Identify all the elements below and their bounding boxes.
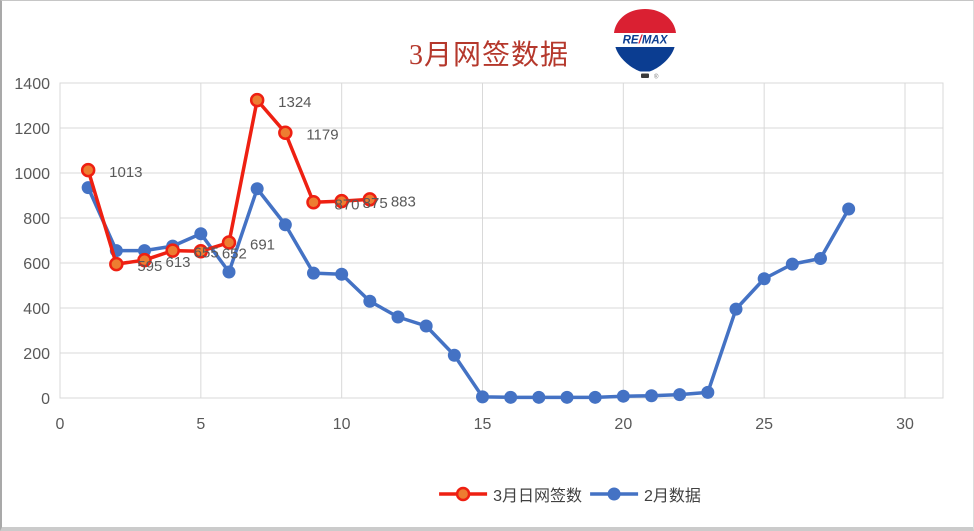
data-point[interactable]	[221, 235, 237, 250]
x-tick-label: 15	[474, 416, 492, 433]
legend-item-march[interactable]: 3月日网签数	[437, 482, 582, 506]
x-tick-label: 0	[56, 416, 65, 433]
y-tick-label: 600	[23, 256, 50, 273]
data-label: 875	[363, 195, 388, 212]
data-point[interactable]	[165, 243, 180, 258]
data-point[interactable]	[504, 390, 518, 404]
data-label: 1179	[306, 127, 338, 144]
x-tick-label: 10	[333, 416, 351, 433]
balloon-basket	[641, 73, 649, 78]
data-point[interactable]	[249, 92, 265, 108]
data-point[interactable]	[757, 272, 771, 286]
data-point[interactable]	[194, 227, 208, 241]
data-point[interactable]	[335, 267, 349, 281]
data-label: 652	[222, 245, 247, 262]
data-point[interactable]	[673, 388, 687, 402]
data-point[interactable]	[447, 348, 461, 362]
data-label: 883	[391, 193, 416, 210]
chart-title: 3月网签数据	[408, 40, 569, 71]
x-tick-label: 20	[614, 416, 632, 433]
data-point[interactable]	[362, 192, 378, 207]
data-label: 691	[250, 237, 275, 254]
data-point[interactable]	[222, 265, 236, 279]
data-point[interactable]	[391, 310, 405, 324]
y-tick-label: 1400	[14, 76, 50, 93]
data-point[interactable]	[419, 319, 433, 333]
data-point[interactable]	[616, 389, 630, 403]
data-point[interactable]	[701, 385, 715, 399]
data-point[interactable]	[137, 252, 152, 268]
data-point[interactable]	[785, 257, 799, 271]
data-point[interactable]	[306, 195, 321, 210]
data-point[interactable]	[80, 162, 96, 178]
data-point[interactable]	[109, 256, 124, 272]
data-point[interactable]	[334, 193, 349, 209]
remax-logo-text: RE/MAX	[623, 35, 669, 47]
data-point[interactable]	[193, 244, 209, 259]
legend-marker-february	[590, 487, 638, 501]
data-point[interactable]	[645, 389, 658, 403]
data-point[interactable]	[588, 390, 602, 404]
legend-label-march: 3月日网签数	[493, 488, 582, 505]
y-tick-label: 1200	[14, 121, 50, 138]
data-point[interactable]	[278, 218, 292, 232]
data-label: 595	[137, 258, 162, 275]
chart-legend: 3月日网签数 2月数据	[437, 482, 701, 506]
x-tick-label: 5	[196, 416, 205, 433]
registered-mark: ®	[654, 74, 659, 81]
data-label: 870	[335, 196, 360, 213]
data-point[interactable]	[307, 266, 320, 280]
data-point[interactable]	[363, 294, 377, 308]
data-label: 613	[166, 254, 191, 271]
remax-balloon-icon: RE/MAX ®	[614, 9, 676, 80]
data-point[interactable]	[532, 390, 546, 404]
x-tick-label: 25	[755, 416, 773, 433]
data-label: 1324	[278, 94, 311, 111]
y-tick-label: 400	[23, 301, 50, 318]
line-chart[interactable]: 0 200 400 600 800 1000 1200 1400 0 5 10 15 20 25 30 101…	[2, 1, 974, 471]
data-point[interactable]	[842, 202, 856, 216]
data-point[interactable]	[560, 390, 574, 404]
data-point[interactable]	[278, 125, 293, 140]
legend-label-february: 2月数据	[644, 488, 701, 505]
data-label: 1013	[109, 164, 142, 181]
data-point[interactable]	[729, 302, 743, 316]
legend-marker-march	[439, 486, 488, 502]
y-tick-label: 1000	[14, 166, 50, 183]
y-tick-label: 200	[23, 346, 50, 363]
x-tick-label: 30	[896, 416, 914, 433]
remax-logo: RE/MAX ®	[614, 9, 676, 80]
y-tick-label: 0	[41, 391, 50, 408]
data-point[interactable]	[250, 182, 264, 196]
data-point[interactable]	[476, 390, 489, 404]
data-label: 655	[194, 245, 219, 262]
y-tick-label: 800	[23, 211, 50, 228]
data-point[interactable]	[814, 252, 827, 265]
legend-item-february[interactable]: 2月数据	[588, 482, 701, 506]
